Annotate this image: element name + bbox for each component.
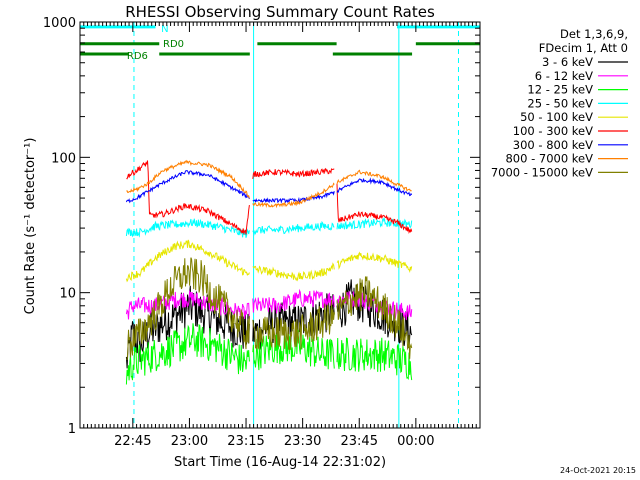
y-tick-label-0: 1 bbox=[68, 422, 76, 437]
series-line-8 bbox=[126, 257, 413, 361]
series-line-2 bbox=[125, 323, 413, 385]
x-tick-label-5: 00:00 bbox=[397, 434, 434, 449]
series-line-7 bbox=[126, 159, 412, 209]
flag-label-rd0: RD0 bbox=[163, 39, 184, 50]
legend-label-3: 25 - 50 keV bbox=[527, 96, 593, 110]
y-axis-label: Count Rate (s⁻¹ detector⁻¹) bbox=[23, 138, 38, 315]
series-line-6 bbox=[125, 170, 413, 204]
x-tick-label-1: 23:00 bbox=[171, 434, 208, 449]
x-tick-label-4: 23:45 bbox=[341, 434, 378, 449]
x-axis-label: Start Time (16-Aug-14 22:31:02) bbox=[174, 455, 386, 470]
legend-label-1: 6 - 12 keV bbox=[535, 69, 593, 83]
flag-label-n: N bbox=[161, 24, 168, 35]
legend-label-0: 3 - 6 keV bbox=[542, 55, 593, 69]
legend-label-7: 800 - 7000 keV bbox=[505, 152, 593, 166]
plot-frame bbox=[79, 21, 481, 429]
y-tick-label-2: 100 bbox=[51, 151, 76, 166]
chart-title: RHESSI Observing Summary Count Rates bbox=[125, 3, 435, 21]
x-tick-label-2: 23:15 bbox=[227, 434, 264, 449]
legend-header-1: FDecim 1, Att 0 bbox=[539, 41, 628, 55]
series-line-3 bbox=[125, 217, 413, 238]
legend-label-4: 50 - 100 keV bbox=[520, 110, 593, 124]
legend-label-8: 7000 - 15000 keV bbox=[491, 165, 593, 179]
series-line-4 bbox=[125, 239, 413, 283]
legend-label-6: 300 - 800 keV bbox=[513, 138, 593, 152]
x-tick-label-3: 23:30 bbox=[284, 434, 321, 449]
y-tick-label-3: 1000 bbox=[43, 16, 76, 31]
flag-label-rd6: RD6 bbox=[127, 51, 148, 62]
series-line-5 bbox=[126, 160, 413, 236]
x-tick-label-0: 22:45 bbox=[114, 434, 151, 449]
y-tick-label-1: 10 bbox=[59, 287, 76, 302]
legend-label-5: 100 - 300 keV bbox=[513, 124, 593, 138]
legend-label-2: 12 - 25 keV bbox=[527, 83, 593, 97]
legend-header-0: Det 1,3,6,9, bbox=[560, 27, 628, 41]
timestamp: 24-Oct-2021 20:15 bbox=[560, 466, 636, 475]
